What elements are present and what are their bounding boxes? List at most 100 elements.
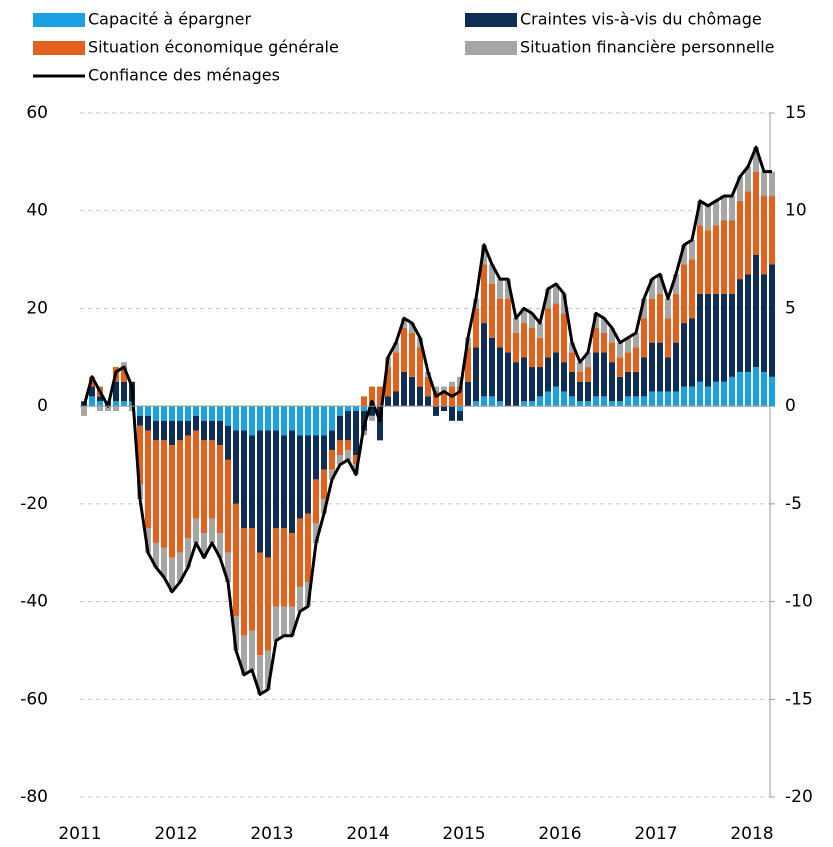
- bar-segment: [137, 425, 143, 485]
- bar-segment: [385, 367, 391, 397]
- bar-segment: [769, 171, 775, 197]
- bar-segment: [345, 406, 351, 412]
- bar-segment: [729, 376, 735, 407]
- bar-segment: [721, 220, 727, 294]
- y-tick-label: -60: [20, 689, 48, 709]
- bar-segment: [145, 406, 151, 416]
- bar-segment: [769, 376, 775, 407]
- bar-segment: [769, 196, 775, 265]
- bar-segment: [273, 430, 279, 529]
- bar-segment: [489, 264, 495, 284]
- bar-segment: [465, 381, 471, 407]
- bar-segment: [121, 362, 127, 368]
- bar-segment: [201, 533, 207, 558]
- x-tick-label: 2018: [730, 824, 773, 844]
- x-tick-label: 2011: [58, 824, 101, 844]
- bar-segment: [689, 386, 695, 407]
- bar-segment: [233, 503, 239, 617]
- bar-segment: [321, 469, 327, 499]
- bar-segment: [761, 274, 767, 372]
- bar-segment: [113, 406, 119, 412]
- bar-segment: [209, 420, 215, 441]
- bar-segment: [553, 386, 559, 407]
- bar-segment: [393, 391, 399, 407]
- bar-segment: [401, 371, 407, 407]
- bar-segment: [457, 411, 463, 421]
- bar-segment: [545, 308, 551, 358]
- bar-segment: [681, 264, 687, 324]
- bar-segment: [153, 406, 159, 421]
- bar-segment: [201, 420, 207, 441]
- bar-segment: [537, 323, 543, 338]
- bar-segment: [465, 347, 471, 382]
- bar-segment: [609, 362, 615, 402]
- bar-segment: [769, 264, 775, 377]
- bar-segment: [313, 523, 319, 543]
- bar-segment: [569, 371, 575, 397]
- bar-segment: [209, 440, 215, 519]
- bar-segment: [577, 371, 583, 382]
- y-tick-label: 0: [37, 396, 48, 416]
- bar-segment: [281, 406, 287, 436]
- y-tick-label: 40: [26, 201, 48, 221]
- bar-segment: [649, 391, 655, 407]
- bar-segment: [409, 376, 415, 407]
- bar-segment: [681, 386, 687, 407]
- bar-segment: [89, 386, 95, 397]
- bar-segment: [129, 406, 135, 412]
- bar-segment: [617, 357, 623, 377]
- bar-segment: [329, 406, 335, 431]
- bar-segment: [297, 435, 303, 519]
- bar-segment: [217, 445, 223, 534]
- bar-segment: [441, 391, 447, 407]
- bar-segment: [553, 303, 559, 353]
- bar-segment: [521, 308, 527, 324]
- bar-segment: [145, 415, 151, 431]
- bar-segment: [281, 528, 287, 607]
- bar-segment: [729, 220, 735, 294]
- bar-segment: [593, 352, 599, 397]
- bar-segment: [641, 298, 647, 319]
- bar-segment: [577, 381, 583, 402]
- bar-segment: [361, 396, 367, 407]
- bar-segment: [561, 362, 567, 392]
- bar-segment: [113, 401, 119, 407]
- y2-tick-label: 0: [785, 396, 796, 416]
- bar-segment: [377, 406, 383, 441]
- bar-segment: [481, 323, 487, 397]
- bar-segment: [585, 367, 591, 382]
- bar-segment: [185, 435, 191, 539]
- bar-segment: [241, 635, 247, 675]
- bar-segment: [745, 371, 751, 407]
- y2-tick-label: -20: [785, 787, 813, 807]
- bar-segment: [257, 406, 263, 431]
- bar-segment: [681, 244, 687, 265]
- bar-segment: [265, 650, 271, 690]
- bar-segment: [537, 396, 543, 407]
- bar-segment: [761, 196, 767, 275]
- bar-segment: [289, 430, 295, 534]
- y2-tick-label: 10: [785, 201, 807, 221]
- bar-segment: [529, 327, 535, 368]
- bar-segment: [585, 381, 591, 402]
- bar-segment: [657, 274, 663, 294]
- bar-segment: [705, 205, 711, 231]
- bar-segment: [369, 406, 375, 416]
- bar-segment: [305, 513, 311, 583]
- bar-segment: [577, 362, 583, 372]
- bar-segment: [457, 386, 463, 407]
- bar-segment: [713, 381, 719, 407]
- bar-segment: [281, 606, 287, 636]
- bar-segment: [225, 459, 231, 553]
- bar-segment: [601, 318, 607, 333]
- bar-segment: [473, 308, 479, 348]
- bar-segment: [169, 445, 175, 558]
- bar-segment: [545, 391, 551, 407]
- bar-segment: [201, 406, 207, 421]
- bar-segment: [633, 347, 639, 372]
- bar-segment: [161, 440, 167, 548]
- bar-segment: [665, 298, 671, 319]
- bar-segment: [297, 406, 303, 436]
- bar-segment: [553, 352, 559, 387]
- bar-segment: [177, 440, 183, 553]
